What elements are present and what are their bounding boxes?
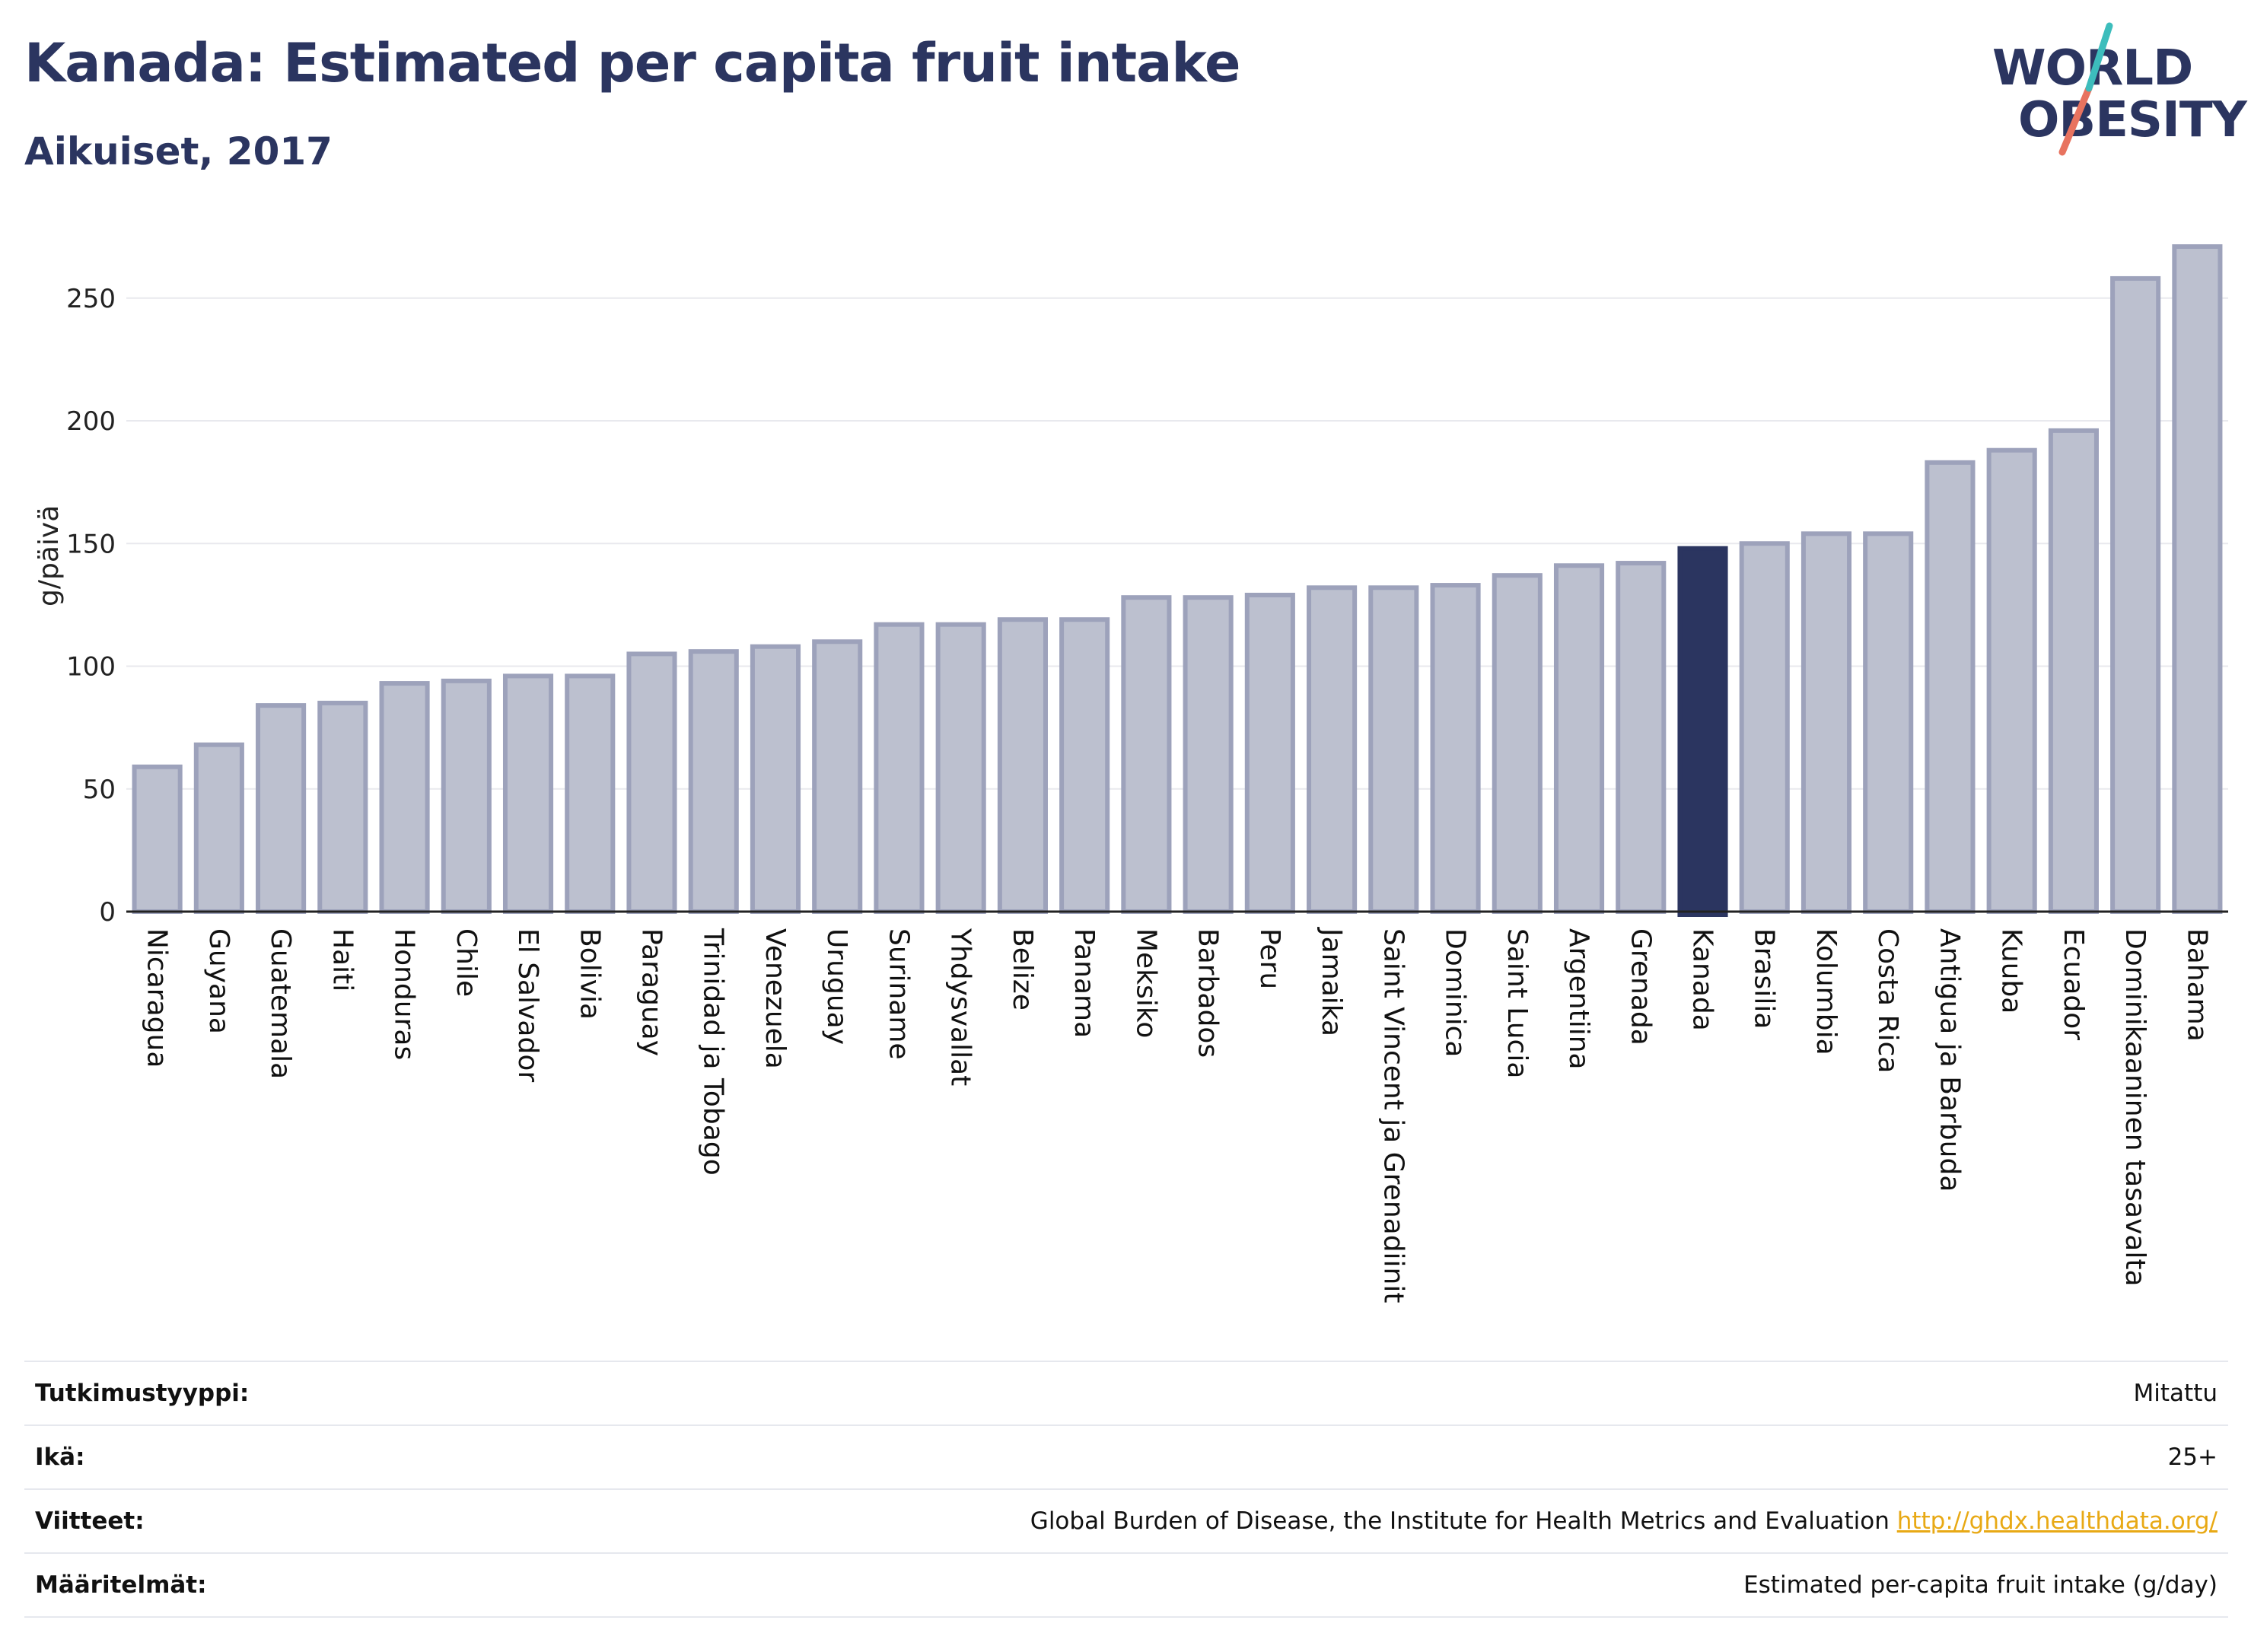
y-tick-label: 250 [66, 284, 116, 314]
info-row-references: Viitteet: Global Burden of Disease, the … [24, 1488, 2228, 1553]
info-key: Määritelmät: [24, 1552, 384, 1618]
reference-text: Global Burden of Disease, the Institute … [1030, 1507, 1890, 1535]
bar[interactable] [935, 622, 986, 914]
bar[interactable] [997, 617, 1048, 914]
info-value: Global Burden of Disease, the Institute … [384, 1488, 2228, 1553]
y-tick-label: 150 [66, 529, 116, 559]
world-obesity-logo[interactable]: WORLD OBESITY [1979, 21, 2247, 166]
x-tick-label: Haiti [326, 928, 358, 992]
bar[interactable] [565, 673, 616, 915]
x-tick-label: Saint Lucia [1501, 928, 1533, 1078]
x-tick-label: Venezuela [759, 928, 791, 1069]
x-tick-label: Barbados [1192, 928, 1224, 1058]
bar[interactable] [502, 673, 554, 915]
bar[interactable] [1368, 585, 1419, 914]
bar[interactable] [132, 764, 183, 914]
info-row-definitions: Määritelmät: Estimated per-capita fruit … [24, 1552, 2228, 1618]
info-key: Tutkimustyyppi: [24, 1361, 384, 1425]
x-tick-label: Kanada [1687, 928, 1718, 1031]
info-value: 25+ [384, 1424, 2228, 1489]
info-value: Estimated per-capita fruit intake (g/day… [384, 1552, 2228, 1618]
chart-title: Kanada: Estimated per capita fruit intak… [24, 32, 1240, 94]
y-tick-label: 0 [99, 897, 116, 928]
info-key: Ikä: [24, 1424, 384, 1489]
x-tick-label: Grenada [1625, 928, 1656, 1046]
bar[interactable] [1430, 583, 1481, 914]
x-tick-label: Ecuador [2058, 928, 2089, 1040]
x-tick-label: Kuuba [1996, 928, 2027, 1014]
x-tick-label: Honduras [389, 928, 420, 1060]
x-tick-label: Peru [1254, 928, 1285, 989]
bar[interactable] [874, 622, 925, 914]
x-tick-label: Guatemala [265, 928, 296, 1079]
bar[interactable] [317, 700, 368, 914]
chart-subtitle: Aikuiset, 2017 [24, 129, 333, 173]
logo-slash-icon [2058, 22, 2113, 156]
bar[interactable] [2048, 428, 2099, 914]
logo-line-2: OBESITY [2018, 92, 2247, 148]
bar[interactable] [1616, 561, 1667, 914]
x-tick-label: Antigua ja Barbuda [1934, 928, 1965, 1192]
bar[interactable] [1986, 447, 2037, 914]
bar[interactable] [626, 651, 677, 914]
bar[interactable] [1925, 460, 1976, 914]
x-tick-label: Panama [1068, 928, 1100, 1038]
x-tick-label: Dominikaaninen tasavalta [2119, 928, 2151, 1287]
bar[interactable] [193, 742, 244, 915]
x-tick-label: Costa Rica [1872, 928, 1903, 1073]
x-tick-label: Jamaika [1316, 927, 1347, 1036]
x-tick-label: Guyana [203, 928, 234, 1034]
bar[interactable] [379, 681, 430, 914]
info-row-age: Ikä: 25+ [24, 1424, 2228, 1489]
info-table: Tutkimustyyppi: Mitattu Ikä: 25+ Viittee… [24, 1361, 2228, 1618]
bar[interactable] [441, 678, 492, 914]
x-tick-label: Kolumbia [1810, 928, 1842, 1055]
x-tick-label: Uruguay [821, 928, 852, 1045]
x-tick-label: Trinidad ja Tobago [698, 928, 729, 1176]
bar[interactable] [1739, 541, 1790, 914]
bar[interactable] [1244, 592, 1295, 914]
bar[interactable] [1863, 531, 1914, 914]
x-tick-label: Bahama [2181, 928, 2212, 1042]
bar[interactable] [1492, 573, 1543, 914]
x-tick-label: Paraguay [636, 928, 667, 1056]
x-tick-label: Meksiko [1130, 928, 1161, 1038]
bar[interactable] [1677, 546, 1728, 917]
x-tick-label: Brasilia [1749, 928, 1780, 1029]
reference-link[interactable]: http://ghdx.healthdata.org/ [1896, 1507, 2218, 1535]
bar[interactable] [1121, 595, 1172, 914]
bar-chart: 0 50 100 150 200 250 g/päivä Nicaragua Guyana Gua… [33, 244, 2228, 1303]
x-tick-label: Nicaragua [142, 928, 173, 1068]
x-tick-label: Suriname [883, 928, 914, 1060]
info-key: Viitteet: [24, 1488, 384, 1553]
y-tick-label: 50 [83, 775, 116, 805]
x-tick-label: Dominica [1440, 928, 1471, 1058]
bar[interactable] [1059, 617, 1110, 914]
y-tick-label: 200 [66, 406, 116, 437]
bar[interactable] [256, 703, 307, 914]
x-tick-label: Chile [451, 928, 482, 997]
info-value: Mitattu [384, 1361, 2228, 1425]
x-tick-label: Saint Vincent ja Grenadiinit [1377, 928, 1409, 1303]
x-tick-label: Argentiina [1563, 928, 1594, 1070]
x-tick-label: Yhdysvallat [945, 928, 976, 1086]
y-axis-label: g/päivä [33, 505, 65, 606]
bar[interactable] [688, 649, 739, 915]
bar[interactable] [812, 639, 863, 914]
bar[interactable] [750, 644, 801, 914]
x-tick-label: Bolivia [574, 928, 605, 1020]
x-tick-label: El Salvador [512, 928, 543, 1082]
bar[interactable] [1183, 595, 1234, 914]
bar[interactable] [1800, 531, 1852, 914]
bar[interactable] [2110, 275, 2161, 914]
bar[interactable] [1307, 585, 1358, 914]
x-tick-label: Belize [1007, 928, 1038, 1011]
info-row-study-type: Tutkimustyyppi: Mitattu [24, 1361, 2228, 1425]
y-tick-label: 100 [66, 652, 116, 683]
bar[interactable] [1553, 563, 1605, 915]
bar[interactable] [2172, 244, 2223, 914]
